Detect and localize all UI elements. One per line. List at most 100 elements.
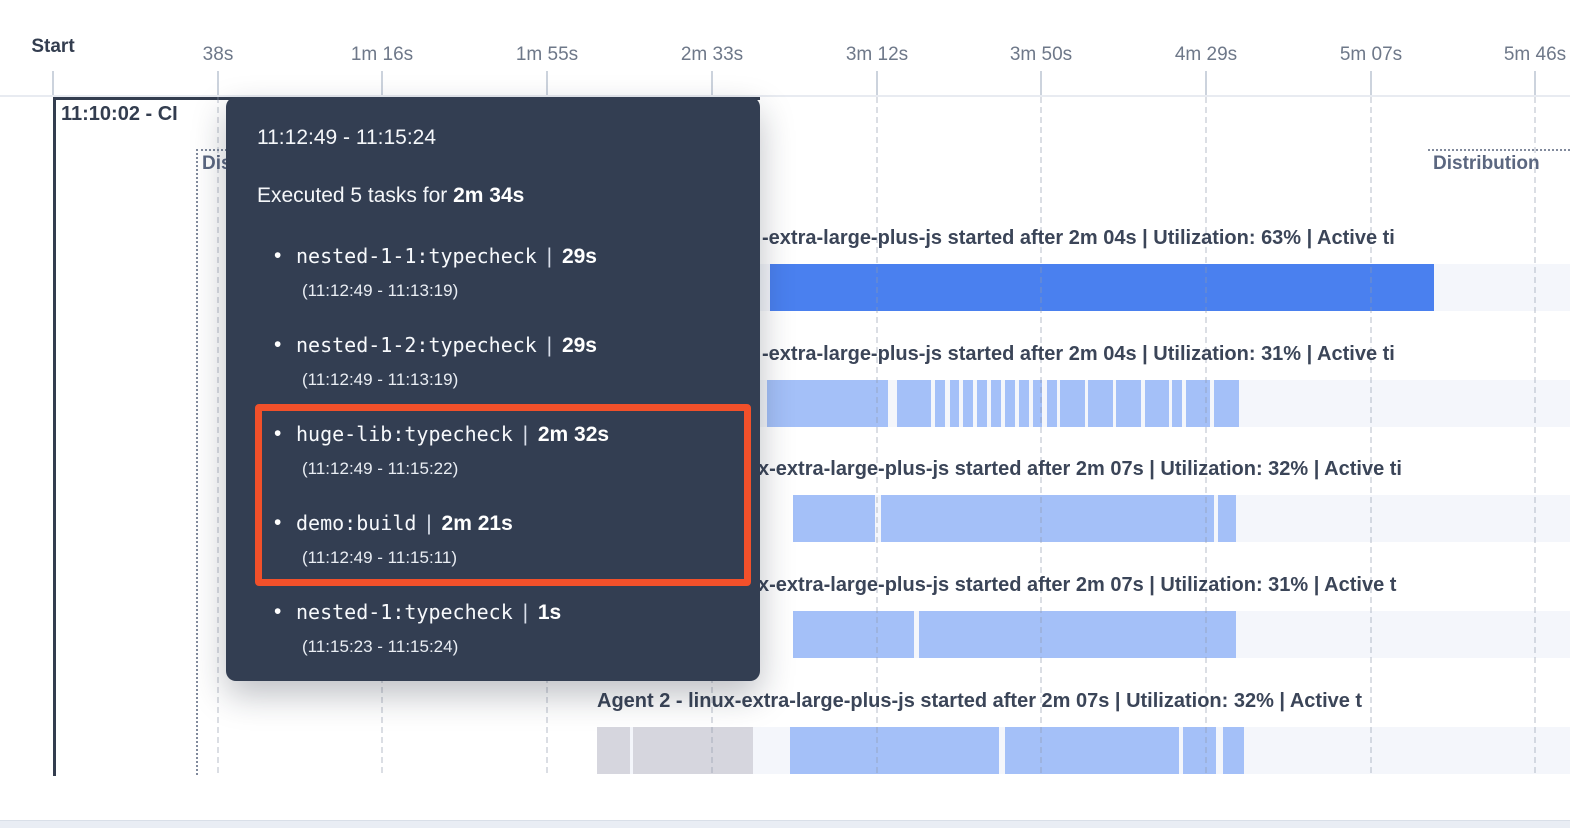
task-separator: | <box>516 423 534 446</box>
task-bar-segment[interactable] <box>1005 380 1015 427</box>
task-name: nested-1-1:typecheck <box>296 244 537 268</box>
task-line: demo:build | 2m 21s <box>296 510 513 537</box>
task-bar-segment[interactable] <box>1088 380 1113 427</box>
task-bar-segment[interactable] <box>963 380 973 427</box>
task-bar-segment[interactable] <box>793 495 875 542</box>
task-time-range: (11:12:49 - 11:13:19) <box>302 370 459 389</box>
task-name: nested-1:typecheck <box>296 600 513 624</box>
axis-tick-label: 1m 55s <box>515 44 579 65</box>
task-duration: 2m 21s <box>441 512 513 535</box>
axis-tick-label: 3m 12s <box>845 44 909 65</box>
task-time-range: (11:15:23 - 11:15:24) <box>302 637 459 656</box>
task-bar-segment[interactable] <box>935 380 945 427</box>
task-bar-segment[interactable] <box>1047 380 1057 427</box>
task-bar-segment[interactable] <box>977 380 987 427</box>
agent-label: x-extra-large-plus-js started after 2m 0… <box>758 458 1402 480</box>
task-bar-segment[interactable] <box>1218 495 1236 542</box>
bullet-icon: • <box>274 511 282 534</box>
gridline <box>1040 97 1042 773</box>
task-bar-segment[interactable] <box>1223 727 1244 774</box>
task-tooltip: 11:12:49 - 11:15:24 Executed 5 tasks for… <box>226 97 760 681</box>
axis-tick-label: 3m 50s <box>1009 44 1073 65</box>
axis-tick-label: 2m 33s <box>680 44 744 65</box>
task-separator: | <box>516 601 534 624</box>
axis-tick-label: 5m 46s <box>1503 44 1567 65</box>
axis-tick <box>217 71 219 96</box>
task-bar-segment[interactable] <box>1145 380 1169 427</box>
bullet-icon: • <box>274 600 282 623</box>
task-bar-segment[interactable] <box>881 495 1214 542</box>
axis-tick <box>546 71 548 96</box>
axis-tick <box>1040 71 1042 96</box>
axis-tick-label: 5m 07s <box>1339 44 1403 65</box>
axis-tick-label: 38s <box>202 44 234 65</box>
task-bar-segment[interactable] <box>633 727 753 774</box>
axis-tick <box>1534 71 1536 96</box>
axis-tick-label: 4m 29s <box>1174 44 1238 65</box>
axis-tick <box>381 71 383 96</box>
gridline <box>217 97 219 773</box>
axis-tick <box>876 71 878 96</box>
task-bar-segment[interactable] <box>1033 380 1042 427</box>
task-bar-segment[interactable] <box>790 727 999 774</box>
gridline <box>876 97 878 773</box>
task-bar-segment[interactable] <box>793 611 914 658</box>
task-bar-segment[interactable] <box>1183 727 1216 774</box>
axis-start-label: Start <box>31 36 75 57</box>
task-name: huge-lib:typecheck <box>296 422 513 446</box>
task-bar-segment[interactable] <box>597 727 630 774</box>
tooltip-task-item: • nested-1:typecheck | 1s (11:15:23 - 11:1… <box>274 599 561 657</box>
task-time-range: (11:12:49 - 11:15:22) <box>302 459 459 478</box>
task-bar-segment[interactable] <box>770 264 1434 311</box>
task-bar-segment[interactable] <box>919 611 1236 658</box>
task-duration: 29s <box>561 245 597 268</box>
bullet-icon: • <box>274 422 282 445</box>
tooltip-summary: Executed 5 tasks for 2m 34s <box>257 184 524 208</box>
gridline <box>1370 97 1372 773</box>
task-bar-segment[interactable] <box>897 380 931 427</box>
axis-tick <box>1370 71 1372 96</box>
distribution-label-right: Distribution <box>1433 153 1540 174</box>
task-separator: | <box>420 512 438 535</box>
tooltip-task-item: • huge-lib:typecheck | 2m 32s (11:12:49 - … <box>274 421 609 479</box>
task-separator: | <box>540 245 558 268</box>
axis-tick <box>711 71 713 96</box>
axis-start-tick <box>52 71 54 96</box>
task-separator: | <box>540 334 558 357</box>
task-bar-segment[interactable] <box>1019 380 1029 427</box>
task-bar-segment[interactable] <box>950 380 959 427</box>
task-bar-segment[interactable] <box>1060 380 1085 427</box>
tooltip-task-item: • nested-1-1:typecheck | 29s (11:12:49 - 1… <box>274 243 597 301</box>
gridline <box>1205 97 1207 773</box>
axis-tick <box>1205 71 1207 96</box>
task-bar-segment[interactable] <box>1172 380 1182 427</box>
task-bar-segment[interactable] <box>1005 727 1179 774</box>
tooltip-time-range: 11:12:49 - 11:15:24 <box>257 126 437 149</box>
task-bar-segment[interactable] <box>1214 380 1239 427</box>
task-duration: 2m 32s <box>537 423 610 446</box>
pipeline-span-label: 11:10:02 - CI <box>61 103 178 125</box>
distribution-span-right[interactable] <box>1428 149 1570 775</box>
bullet-icon: • <box>274 333 282 356</box>
agent-label: Agent 2 - linux-extra-large-plus-js star… <box>597 690 1363 712</box>
tooltip-task-item: • nested-1-2:typecheck | 29s (11:12:49 - 1… <box>274 332 597 390</box>
task-bar-segment[interactable] <box>1186 380 1210 427</box>
task-bar-segment[interactable] <box>1116 380 1141 427</box>
task-line: nested-1-2:typecheck | 29s <box>296 332 597 359</box>
bullet-icon: • <box>274 244 282 267</box>
task-time-range: (11:12:49 - 11:13:19) <box>302 281 459 300</box>
tooltip-task-item: • demo:build | 2m 21s (11:12:49 - 11:15:11… <box>274 510 513 568</box>
task-line: nested-1-1:typecheck | 29s <box>296 243 597 270</box>
task-bar-segment[interactable] <box>767 380 888 427</box>
agent-label: -extra-large-plus-js started after 2m 04… <box>762 343 1395 365</box>
task-duration: 29s <box>561 334 597 357</box>
task-name: demo:build <box>296 511 417 535</box>
task-name: nested-1-2:typecheck <box>296 333 537 357</box>
agent-label: x-extra-large-plus-js started after 2m 0… <box>758 574 1397 596</box>
gridline <box>1534 97 1536 773</box>
task-line: huge-lib:typecheck | 2m 32s <box>296 421 609 448</box>
task-bar-segment[interactable] <box>991 380 1001 427</box>
header-divider <box>0 95 1570 97</box>
axis-tick-label: 1m 16s <box>350 44 414 65</box>
